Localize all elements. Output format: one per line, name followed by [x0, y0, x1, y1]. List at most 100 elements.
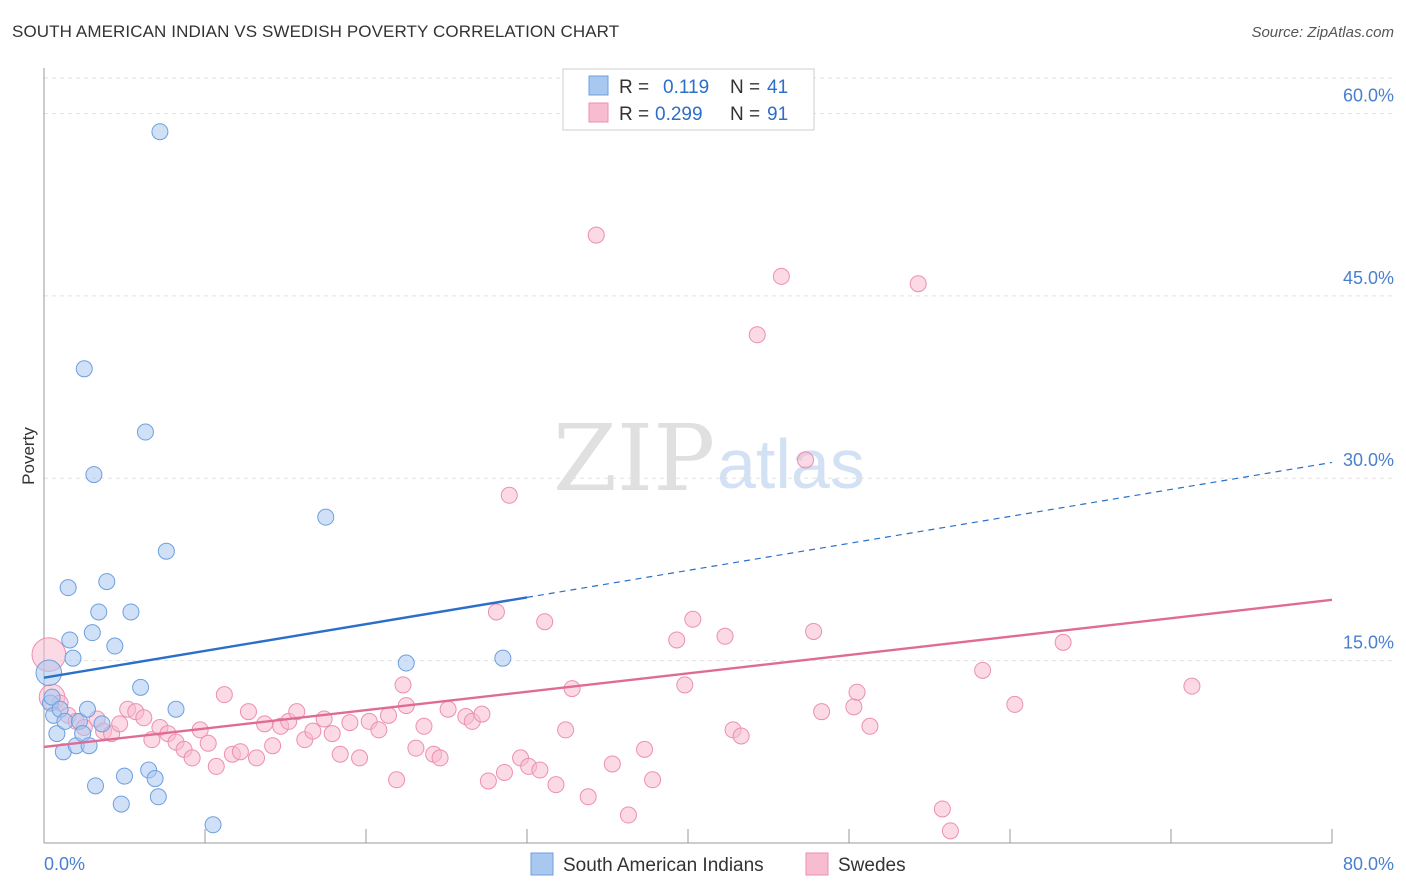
swedes-point — [111, 715, 129, 733]
swedes-point — [439, 700, 457, 718]
swedes-point — [941, 822, 959, 840]
swedes-point — [351, 749, 369, 767]
legend-r-label-pink: R = — [619, 104, 649, 125]
stats-legend: R = 0.119 N = 41 R = 0.299 N = 91 — [562, 68, 815, 131]
swedes-point — [199, 734, 217, 752]
south-american-indians-point — [157, 542, 175, 560]
legend-n-value-blue: 41 — [767, 77, 788, 98]
swedes-point — [370, 721, 388, 739]
x-tick-label-min: 0.0% — [44, 854, 85, 874]
trend-lines — [43, 461, 1333, 749]
watermark-atlas: atlas — [717, 425, 865, 503]
swedes-point — [974, 661, 992, 679]
swedes-point — [909, 275, 927, 293]
south-american-indians-point — [132, 678, 150, 696]
y-tick-labels: 15.0% 30.0% 45.0% 60.0% — [1343, 85, 1394, 652]
swedes-point — [536, 613, 554, 631]
swedes-point — [772, 267, 790, 285]
swedes-point — [183, 749, 201, 767]
swedes-point — [848, 683, 866, 701]
swedes-point — [805, 622, 823, 640]
south-american-indians-point — [122, 603, 140, 621]
x-axis-ticks — [43, 829, 1333, 843]
swedes-point — [933, 800, 951, 818]
south-american-indians-point — [167, 700, 185, 718]
swedes-point — [563, 680, 581, 698]
swedes-point — [797, 451, 815, 469]
swedes-point — [748, 326, 766, 344]
swedes-point — [1006, 695, 1024, 713]
legend-swatch-blue — [588, 75, 609, 96]
swedes-point — [684, 610, 702, 628]
swedes-point — [813, 703, 831, 721]
south-american-indians-point — [98, 573, 116, 591]
swedes-point — [861, 717, 879, 735]
swedes-point — [487, 603, 505, 621]
south-american-indians-point — [59, 579, 77, 597]
legend-n-label-blue: N = — [730, 77, 760, 98]
south-american-indians-point — [146, 770, 164, 788]
swedes-point — [579, 788, 597, 806]
watermark-zip: ZIP — [553, 405, 715, 512]
series-legend: South American Indians Swedes — [530, 852, 906, 876]
swedes-point — [668, 631, 686, 649]
swedes-point — [394, 676, 412, 694]
south-american-indians-point — [61, 631, 79, 649]
legend-label-swedes: Swedes — [838, 855, 906, 876]
swedes-point — [473, 705, 491, 723]
swedes-point — [479, 772, 497, 790]
south-american-indians-point — [43, 688, 61, 706]
swedes-point — [304, 722, 322, 740]
south-american-indians-point — [75, 360, 93, 378]
south-american-indians-point — [494, 649, 512, 667]
south-american-indians-point — [112, 795, 130, 813]
legend-swatch-south-american-indians — [530, 852, 554, 876]
y-tick-label: 15.0% — [1343, 633, 1394, 653]
legend-n-label-pink: N = — [730, 104, 760, 125]
watermark: ZIP atlas — [553, 405, 865, 512]
legend-r-value-pink: 0.299 — [655, 104, 703, 125]
swedes-point — [323, 725, 341, 743]
swedes-point — [415, 717, 433, 735]
swedes-point — [557, 721, 575, 739]
swedes-point — [644, 771, 662, 789]
swedes-point — [619, 806, 637, 824]
swedes-point — [716, 627, 734, 645]
swedes-point — [495, 763, 513, 781]
swedes-point — [1054, 633, 1072, 651]
legend-swatch-swedes — [805, 852, 829, 876]
swedes-point — [231, 743, 249, 761]
swedes-point — [135, 709, 153, 727]
swedes-point — [676, 676, 694, 694]
swedes-point — [380, 706, 398, 724]
south-american-indians-point — [48, 725, 66, 743]
south-american-indians-point — [136, 423, 154, 441]
south-american-indians-points — [35, 123, 512, 834]
y-tick-label: 45.0% — [1343, 268, 1394, 288]
south-american-indians-point — [116, 767, 133, 785]
swedes-point — [331, 745, 349, 763]
swedes-point — [531, 761, 549, 779]
y-axis-label: Poverty — [19, 427, 38, 485]
legend-r-value-blue: 0.119 — [663, 77, 709, 98]
swedes-point — [431, 749, 449, 767]
swedes-point — [636, 740, 654, 758]
swedes-point — [587, 226, 605, 244]
south-american-indians-point — [87, 777, 105, 795]
south-american-indians-point — [93, 715, 111, 733]
south-american-indians-point — [397, 654, 415, 672]
swedes-point — [207, 757, 225, 775]
legend-swatch-pink — [588, 102, 609, 123]
grid-lines — [44, 77, 1394, 662]
swedes-point — [732, 727, 750, 745]
swedes-point — [215, 686, 233, 704]
trend-line-extension-south-american-indians — [526, 461, 1333, 598]
south-american-indians-point — [106, 637, 124, 655]
south-american-indians-point — [78, 700, 96, 718]
south-american-indians-point — [151, 123, 169, 141]
swedes-point — [845, 698, 863, 716]
swedes-point — [288, 703, 306, 721]
chart-title: SOUTH AMERICAN INDIAN VS SWEDISH POVERTY… — [12, 22, 620, 41]
south-american-indians-point — [83, 624, 101, 642]
south-american-indians-point — [149, 788, 167, 806]
